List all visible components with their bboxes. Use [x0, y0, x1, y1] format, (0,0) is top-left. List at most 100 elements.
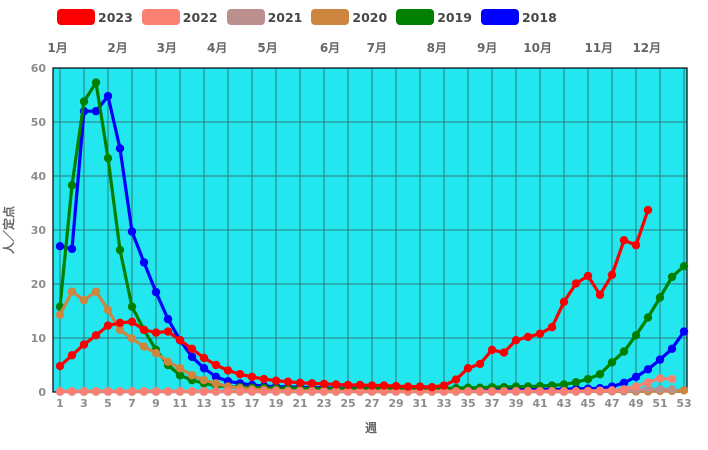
data-point-2023: [595, 290, 605, 299]
data-point-2018: [103, 91, 113, 101]
data-point-2022: [79, 386, 89, 396]
x-tick-label: 23: [316, 397, 331, 410]
data-point-2022: [595, 386, 605, 395]
legend-item-2022: 2022: [141, 9, 218, 25]
legend-label: 2020: [352, 9, 388, 25]
data-point-2022: [655, 374, 665, 383]
data-point-2020: [211, 379, 221, 388]
data-point-2022: [511, 386, 521, 396]
data-point-2022: [55, 386, 65, 396]
data-point-2022: [235, 386, 245, 396]
x-tick-label: 27: [364, 397, 379, 410]
data-point-2023: [103, 321, 113, 330]
data-point-2020: [187, 371, 197, 380]
x-tick-label: 1: [56, 397, 64, 410]
series-line-2022: [60, 376, 673, 393]
data-point-2023: [319, 379, 329, 389]
data-point-2022: [667, 374, 677, 384]
y-tick-label: 10: [31, 332, 47, 345]
x-tick-label: 49: [628, 397, 643, 410]
data-point-2023: [235, 369, 245, 379]
x-tick-label: 51: [652, 397, 667, 410]
data-point-2023: [619, 236, 629, 245]
legend-swatch-2018: [480, 9, 519, 25]
data-point-2018: [67, 244, 77, 254]
data-point-2023: [643, 205, 653, 215]
data-point-2022: [223, 386, 233, 396]
series-2023: [55, 205, 653, 392]
data-point-2023: [91, 331, 101, 340]
data-point-2022: [487, 386, 497, 396]
y-tick-label: 40: [31, 170, 47, 183]
legend-swatch-2022: [141, 9, 180, 25]
legend-label: 2019: [437, 9, 472, 25]
data-point-2022: [607, 386, 617, 395]
data-point-2018: [199, 364, 209, 373]
legend: 2023 2022 2021 2020 2019 2018: [57, 9, 557, 25]
data-point-2022: [91, 386, 101, 396]
generated-plot: 1 3 5 7 9 11 13 15 17 19 21 23 25 27 29 31 33 35 37 39 41 43 4…: [31, 62, 692, 410]
data-point-2023: [427, 382, 437, 392]
data-point-2023: [607, 270, 617, 280]
data-point-2022: [643, 378, 653, 387]
data-point-2023: [259, 374, 269, 384]
data-point-2023: [187, 344, 197, 353]
data-point-2022: [199, 386, 209, 396]
data-point-2022: [103, 386, 113, 396]
y-tick-label: 50: [31, 116, 47, 129]
data-point-2023: [223, 366, 233, 375]
data-point-2022: [307, 386, 317, 396]
data-point-2023: [211, 360, 221, 370]
data-point-2018: [127, 227, 137, 236]
data-point-2023: [331, 380, 341, 389]
data-point-2022: [535, 386, 545, 396]
data-point-2023: [115, 318, 125, 328]
x-tick-label: 45: [580, 397, 595, 410]
y-tick-label: 0: [38, 386, 46, 399]
data-point-2020: [163, 357, 173, 366]
data-point-2020: [103, 305, 113, 315]
x-tick-label: 25: [340, 397, 355, 410]
data-point-2019: [571, 378, 581, 387]
data-point-2023: [379, 381, 389, 390]
data-point-2018: [55, 242, 65, 251]
data-point-2022: [547, 386, 557, 396]
legend-label: 2021: [267, 9, 303, 25]
data-point-2019: [91, 78, 101, 87]
data-point-2018: [163, 314, 173, 324]
data-point-2019: [631, 331, 641, 340]
data-point-2023: [79, 340, 89, 349]
x-tick-label: 21: [292, 397, 307, 410]
x-tick-label: 47: [604, 397, 619, 410]
data-point-2022: [343, 386, 353, 396]
data-point-2023: [127, 317, 137, 326]
x-tick-label: 53: [676, 397, 691, 410]
data-point-2023: [523, 332, 533, 342]
data-point-2022: [115, 386, 125, 396]
x-tick-label: 35: [460, 397, 475, 410]
x-tick-label: 31: [412, 397, 427, 410]
data-point-2020: [55, 310, 65, 319]
x-tick-label: 33: [436, 397, 451, 410]
data-point-2018: [631, 372, 641, 382]
data-point-2022: [247, 386, 257, 396]
data-point-2020: [91, 287, 101, 296]
data-point-2022: [463, 386, 473, 396]
data-point-2020: [199, 375, 209, 385]
data-point-2019: [115, 245, 125, 255]
legend-item-2020: 2020: [311, 9, 387, 25]
legend-swatch-2019: [396, 9, 435, 25]
data-point-2022: [571, 386, 581, 396]
data-point-2019: [607, 358, 617, 367]
data-point-2022: [283, 386, 293, 396]
data-point-2018: [115, 144, 125, 153]
data-point-2023: [307, 379, 317, 388]
data-point-2018: [619, 378, 629, 388]
y-axis-title: 人／定点: [1, 206, 16, 254]
data-point-2019: [643, 313, 653, 322]
data-point-2022: [67, 386, 77, 396]
legend-item-2019: 2019: [396, 9, 472, 25]
data-point-2019: [619, 347, 629, 356]
data-point-2019: [67, 180, 77, 190]
